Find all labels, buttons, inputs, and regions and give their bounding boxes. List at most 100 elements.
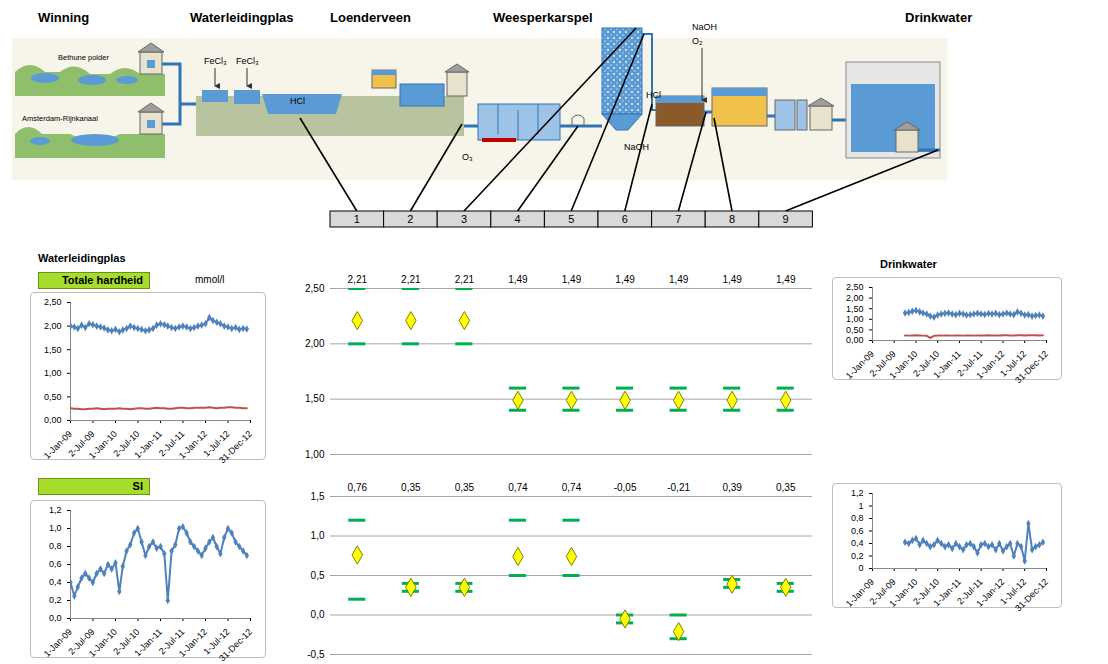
svg-text:0,0: 0,0 [311,609,325,620]
svg-text:1,5: 1,5 [311,491,325,502]
svg-text:HCl: HCl [646,90,661,100]
svg-text:1,2: 1,2 [49,505,62,515]
svg-text:2: 2 [407,213,413,225]
svg-text:0,39: 0,39 [722,482,742,493]
svg-text:31-Dec-12: 31-Dec-12 [1013,349,1050,386]
svg-text:1,50: 1,50 [305,393,325,404]
svg-text:2,21: 2,21 [455,274,475,285]
svg-text:1-Jan-09: 1-Jan-09 [42,429,74,461]
svg-text:2-Jul-11: 2-Jul-11 [156,428,187,459]
svg-text:0,8: 0,8 [49,541,62,551]
svg-text:Amsterdam-Rijnkanaal: Amsterdam-Rijnkanaal [22,114,98,123]
svg-text:1,49: 1,49 [669,274,689,285]
svg-text:31-Dec-12: 31-Dec-12 [217,627,254,664]
svg-text:0,2: 0,2 [851,551,864,561]
svg-text:9: 9 [783,213,789,225]
svg-text:0,74: 0,74 [562,482,582,493]
svg-text:0,35: 0,35 [455,482,475,493]
svg-text:6: 6 [622,213,628,225]
svg-text:FeCl₃: FeCl₃ [236,56,259,66]
svg-text:1-Jan-11: 1-Jan-11 [931,348,963,381]
svg-text:31-Dec-12: 31-Dec-12 [217,429,254,466]
svg-text:2,50: 2,50 [44,297,62,307]
svg-text:1,49: 1,49 [722,274,742,285]
svg-text:1-Jan-10: 1-Jan-10 [887,576,920,609]
svg-text:0,0: 0,0 [49,613,62,623]
svg-text:1-Jan-10: 1-Jan-10 [887,348,920,381]
svg-text:1-Jan-11: 1-Jan-11 [132,627,164,659]
svg-text:1-Jan-12: 1-Jan-12 [974,348,1007,381]
svg-text:0,35: 0,35 [776,482,796,493]
svg-text:0,76: 0,76 [348,482,368,493]
svg-text:8: 8 [729,213,735,225]
svg-text:1-Jan-09: 1-Jan-09 [42,627,74,659]
svg-text:0,8: 0,8 [851,513,864,523]
svg-text:NaOH: NaOH [692,22,717,32]
svg-text:31-Dec-12: 31-Dec-12 [1013,577,1050,614]
svg-text:1,49: 1,49 [508,274,528,285]
svg-text:7: 7 [675,213,681,225]
svg-text:2,21: 2,21 [401,274,421,285]
svg-text:2,21: 2,21 [348,274,368,285]
svg-text:-0,05: -0,05 [614,482,637,493]
svg-text:2,50: 2,50 [846,282,864,292]
svg-text:3: 3 [461,213,467,225]
svg-text:2,00: 2,00 [305,338,325,349]
svg-text:1,49: 1,49 [562,274,582,285]
svg-text:0,5: 0,5 [311,570,325,581]
svg-text:1-Jan-10: 1-Jan-10 [87,429,119,461]
svg-text:1-Jan-10: 1-Jan-10 [87,627,119,659]
svg-text:1,50: 1,50 [846,304,864,314]
svg-text:0,50: 0,50 [846,325,864,335]
svg-text:2-Jul-10: 2-Jul-10 [111,428,142,459]
svg-text:5: 5 [568,213,574,225]
svg-text:1-Jan-12: 1-Jan-12 [177,429,209,461]
svg-text:FeCl₃: FeCl₃ [204,56,227,66]
svg-text:2,50: 2,50 [305,283,325,294]
svg-text:0,00: 0,00 [44,415,62,425]
svg-text:HCl: HCl [290,96,305,106]
svg-text:1-Jan-12: 1-Jan-12 [177,627,209,659]
svg-text:-0,5: -0,5 [307,649,325,660]
svg-text:0,4: 0,4 [49,577,62,587]
svg-text:O₂: O₂ [692,36,703,46]
svg-text:1: 1 [858,501,863,511]
svg-text:1-Jan-09: 1-Jan-09 [843,348,876,381]
svg-text:2,00: 2,00 [44,321,62,331]
svg-text:1,00: 1,00 [846,314,864,324]
svg-text:Winning: Winning [38,10,89,25]
svg-text:1: 1 [354,213,360,225]
svg-text:1-Jan-11: 1-Jan-11 [132,429,164,461]
svg-text:0,35: 0,35 [401,482,421,493]
svg-text:0,00: 0,00 [846,335,864,345]
svg-text:Waterleidingplas: Waterleidingplas [190,10,294,25]
svg-text:1,49: 1,49 [776,274,796,285]
svg-text:0,50: 0,50 [44,392,62,402]
svg-text:1,50: 1,50 [44,345,62,355]
svg-text:0,74: 0,74 [508,482,528,493]
svg-text:Bethune polder: Bethune polder [58,53,109,62]
svg-text:0,4: 0,4 [851,538,864,548]
svg-text:Weesperkarspel: Weesperkarspel [493,10,593,25]
svg-text:0,6: 0,6 [851,526,864,536]
svg-text:Drinkwater: Drinkwater [905,10,972,25]
svg-text:0,6: 0,6 [49,559,62,569]
svg-text:0: 0 [858,563,863,573]
svg-text:1,00: 1,00 [305,449,325,460]
svg-text:O₃: O₃ [462,152,473,162]
svg-text:0,2: 0,2 [49,595,62,605]
svg-text:Loenderveen: Loenderveen [330,10,411,25]
svg-text:NaOH: NaOH [624,142,649,152]
svg-text:1,0: 1,0 [49,523,62,533]
svg-text:2-Jul-09: 2-Jul-09 [66,428,97,459]
svg-text:-0,21: -0,21 [667,482,690,493]
svg-text:1,49: 1,49 [615,274,635,285]
svg-text:1,00: 1,00 [44,368,62,378]
svg-text:1,2: 1,2 [851,488,864,498]
svg-text:1,0: 1,0 [311,530,325,541]
svg-text:2,00: 2,00 [846,293,864,303]
svg-text:1-Jan-09: 1-Jan-09 [843,576,876,609]
svg-text:4: 4 [515,213,521,225]
svg-text:1-Jan-11: 1-Jan-11 [931,576,963,609]
svg-text:1-Jan-12: 1-Jan-12 [974,576,1007,609]
